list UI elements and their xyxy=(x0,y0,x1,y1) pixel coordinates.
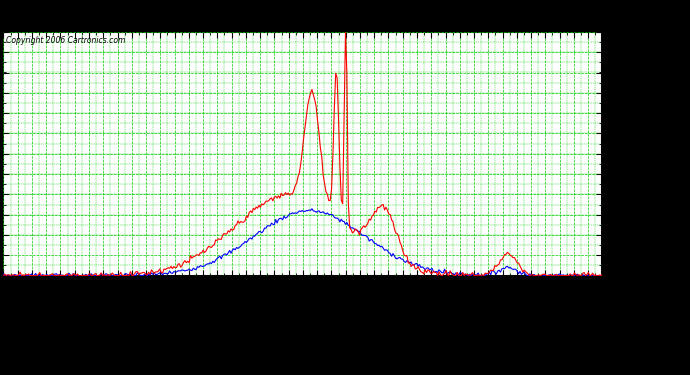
Text: East String Power (red) (watts) & Solar Radiation (blue) (W/m2) Sat Nov 18 16:23: East String Power (red) (watts) & Solar … xyxy=(57,4,633,17)
Text: Copyright 2006 Cartronics.com: Copyright 2006 Cartronics.com xyxy=(6,36,126,45)
